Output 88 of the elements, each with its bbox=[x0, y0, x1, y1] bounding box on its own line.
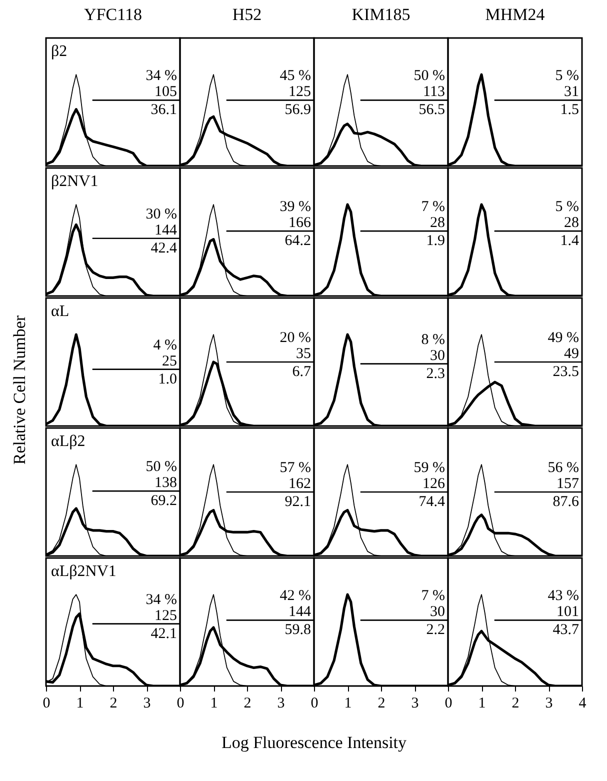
x-tick-label: 2 bbox=[110, 696, 118, 712]
annotation: 49 % bbox=[548, 330, 579, 346]
text: β2 bbox=[51, 43, 68, 60]
x-tick-label: 2 bbox=[378, 696, 386, 712]
x-tick-label: 4 bbox=[578, 696, 587, 712]
annotation: 43.7 bbox=[552, 622, 580, 638]
annotation: 56 % bbox=[548, 460, 579, 476]
annotation: 34 % bbox=[146, 592, 177, 608]
annotation: 45 % bbox=[280, 68, 311, 84]
chart-title: KIM185 bbox=[352, 5, 410, 24]
annotation: 42.4 bbox=[150, 240, 178, 256]
annotation: 36.1 bbox=[150, 102, 177, 118]
annotation: 166 bbox=[288, 215, 312, 232]
annotation: 74.4 bbox=[418, 494, 446, 510]
x-tick-label: 3 bbox=[277, 696, 285, 712]
annotation: 42 % bbox=[280, 588, 311, 604]
annotation: 8 % bbox=[421, 332, 445, 348]
annotation: 126 bbox=[422, 476, 446, 492]
x-tick-label: 0 bbox=[444, 696, 452, 712]
annotation: 5 % bbox=[555, 68, 579, 84]
annotation: 144 bbox=[154, 222, 178, 238]
annotation: 56.5 bbox=[418, 102, 445, 118]
annotation: 50 % bbox=[146, 459, 177, 476]
annotation: 59.8 bbox=[284, 622, 311, 638]
chart-title: YFC118 bbox=[84, 5, 142, 24]
annotation: 39 % bbox=[280, 199, 311, 216]
annotation: 113 bbox=[423, 84, 445, 100]
annotation: 101 bbox=[556, 604, 579, 620]
annotation: 69.2 bbox=[150, 493, 177, 510]
annotation: 30 bbox=[430, 348, 445, 364]
annotation: 138 bbox=[154, 475, 177, 492]
annotation: 28 bbox=[564, 215, 579, 232]
annotation: 20 % bbox=[280, 330, 311, 346]
chart-title: MHM24 bbox=[485, 5, 546, 24]
annotation: 144 bbox=[288, 604, 312, 620]
annotation: 125 bbox=[154, 608, 177, 624]
annotation: 64.2 bbox=[284, 233, 311, 250]
annotation: 105 bbox=[154, 84, 177, 100]
annotation: 92.1 bbox=[284, 494, 311, 510]
text: αL bbox=[51, 303, 70, 320]
annotation: 23.5 bbox=[552, 364, 579, 380]
annotation: 4 % bbox=[153, 337, 177, 354]
annotation: 5 % bbox=[555, 199, 579, 216]
annotation: 59 % bbox=[414, 460, 445, 476]
annotation: 2.2 bbox=[426, 622, 445, 638]
text: αLβ2NV1 bbox=[51, 563, 116, 580]
annotation: 34 % bbox=[146, 68, 177, 84]
annotation: 35 bbox=[296, 346, 311, 362]
x-tick-label: 1 bbox=[478, 696, 486, 712]
annotation: 1.0 bbox=[158, 371, 177, 388]
annotation: 7 % bbox=[421, 588, 445, 604]
annotation: 50 % bbox=[414, 68, 445, 84]
x-tick-label: 1 bbox=[344, 696, 352, 712]
annotation: 6.7 bbox=[292, 364, 312, 380]
x-tick-label: 2 bbox=[244, 696, 252, 712]
x-tick-label: 1 bbox=[76, 696, 84, 712]
x-tick-label: 2 bbox=[512, 696, 520, 712]
annotation: 125 bbox=[288, 84, 311, 100]
annotation: 7 % bbox=[421, 199, 445, 216]
annotation: 43 % bbox=[548, 588, 579, 604]
annotation: 30 % bbox=[146, 206, 177, 222]
annotation: 25 bbox=[162, 353, 177, 370]
x-tick-label: 3 bbox=[545, 696, 553, 712]
annotation: 2.3 bbox=[426, 366, 445, 382]
annotation: 57 % bbox=[280, 460, 311, 476]
annotation: 157 bbox=[556, 476, 580, 492]
annotation: 31 bbox=[564, 84, 579, 100]
x-tick-label: 1 bbox=[210, 696, 218, 712]
x-tick-label: 3 bbox=[411, 696, 419, 712]
annotation: 42.1 bbox=[150, 626, 177, 642]
annotation: 28 bbox=[430, 215, 445, 232]
annotation: 30 bbox=[430, 604, 445, 620]
annotation: 162 bbox=[288, 476, 311, 492]
x-tick-label: 0 bbox=[310, 696, 318, 712]
text: αLβ2 bbox=[51, 433, 86, 450]
annotation: 1.9 bbox=[426, 233, 445, 250]
annotation: 87.6 bbox=[552, 494, 580, 510]
annotation: 1.4 bbox=[560, 233, 580, 250]
chart-title: H52 bbox=[232, 5, 262, 24]
annotation: 49 bbox=[564, 346, 579, 362]
x-tick-label: 0 bbox=[42, 696, 50, 712]
annotation: 1.5 bbox=[560, 102, 579, 118]
text: β2NV1 bbox=[51, 173, 98, 190]
annotation: 56.9 bbox=[284, 102, 311, 118]
x-tick-label: 0 bbox=[176, 696, 184, 712]
x-tick-label: 3 bbox=[143, 696, 151, 712]
x-axis-title: Log Fluorescence Intensity bbox=[221, 733, 408, 752]
y-axis-title: Relative Cell Number bbox=[10, 315, 29, 465]
